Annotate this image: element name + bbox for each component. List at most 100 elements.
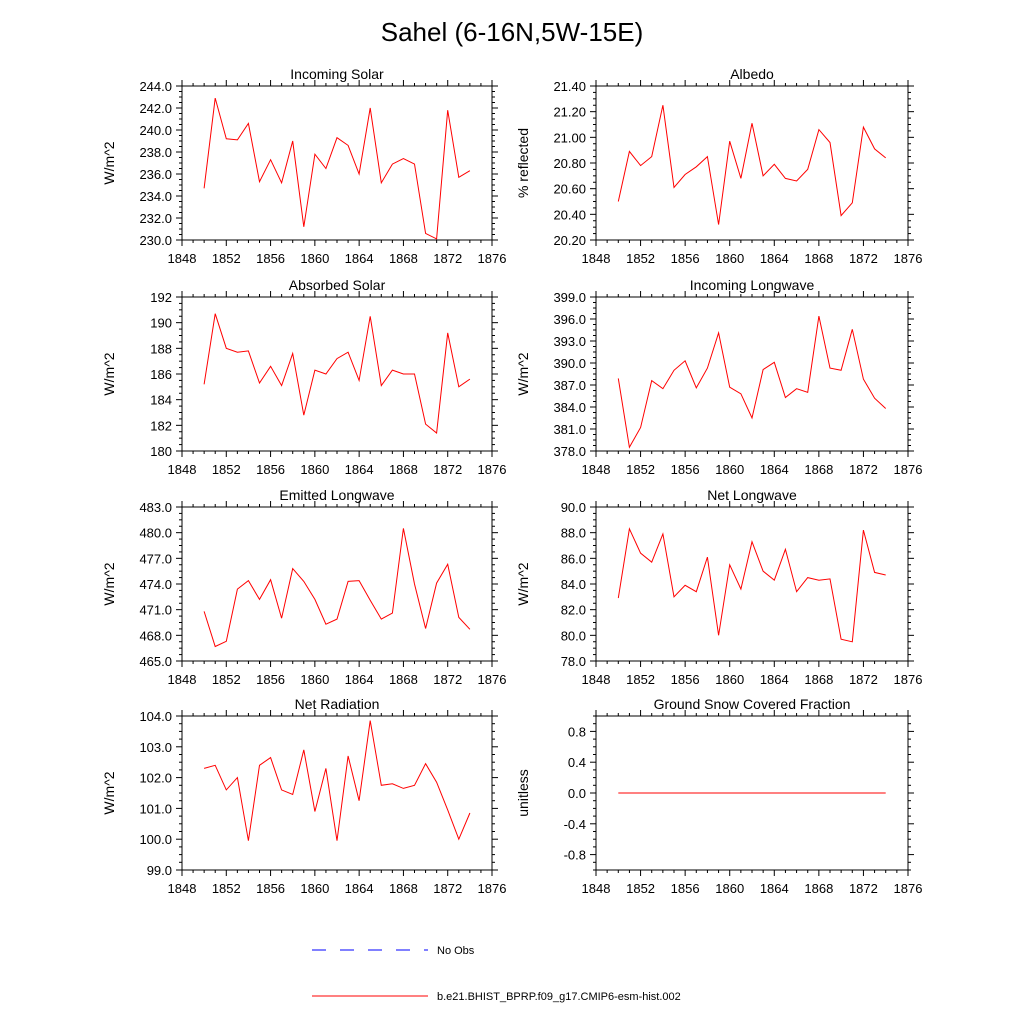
x-tick-label: 1868 bbox=[804, 881, 833, 896]
y-tick-label: 21.20 bbox=[553, 105, 586, 120]
panel-net-longwave: Net Longwave W/m^2 1848 1852 1856 1860 1864 186… bbox=[515, 487, 922, 687]
y-tick-label: 0.0 bbox=[568, 786, 586, 801]
x-tick-label: 1852 bbox=[626, 881, 655, 896]
y-axis-label-absorbed-solar: W/m^2 bbox=[101, 352, 117, 395]
x-tick-label: 1864 bbox=[345, 672, 374, 687]
x-tick-label: 1876 bbox=[894, 462, 923, 477]
x-tick-label: 1876 bbox=[478, 251, 507, 266]
x-tick-label: 1872 bbox=[849, 672, 878, 687]
x-tick-label: 1848 bbox=[582, 672, 611, 687]
y-tick-label: 244.0 bbox=[139, 79, 172, 94]
x-tick-label: 1864 bbox=[760, 672, 789, 687]
x-tick-label: 1872 bbox=[433, 462, 462, 477]
y-tick-label: 236.0 bbox=[139, 167, 172, 182]
x-tick-label: 1848 bbox=[168, 251, 197, 266]
y-tick-label: 0.8 bbox=[568, 724, 586, 739]
y-tick-label: 480.0 bbox=[139, 526, 172, 541]
x-tick-label: 1852 bbox=[212, 462, 241, 477]
x-tick-label: 1856 bbox=[671, 881, 700, 896]
x-tick-label: 1856 bbox=[256, 672, 285, 687]
y-axis-label-net-longwave: W/m^2 bbox=[515, 562, 531, 605]
y-tick-label: 232.0 bbox=[139, 211, 172, 226]
x-tick-label: 1872 bbox=[433, 881, 462, 896]
x-tick-label: 1856 bbox=[256, 881, 285, 896]
y-tick-label: 238.0 bbox=[139, 145, 172, 160]
series-line-incoming-solar bbox=[203, 97, 471, 240]
y-tick-label: 84.0 bbox=[561, 577, 586, 592]
series-line-albedo bbox=[617, 105, 887, 225]
figure-title: Sahel (6-16N,5W-15E) bbox=[381, 17, 644, 47]
x-tick-label: 1856 bbox=[671, 251, 700, 266]
x-tick-label: 1848 bbox=[582, 251, 611, 266]
x-tick-label: 1876 bbox=[478, 881, 507, 896]
x-tick-label: 1860 bbox=[715, 672, 744, 687]
y-tick-label: 21.00 bbox=[553, 130, 586, 145]
y-tick-label: 102.0 bbox=[139, 771, 172, 786]
y-tick-label: 483.0 bbox=[139, 500, 172, 515]
x-tick-label: 1876 bbox=[478, 672, 507, 687]
y-tick-label: 384.0 bbox=[553, 400, 586, 415]
panel-albedo: Albedo % reflected 1848 1852 1856 1860 1864 186… bbox=[515, 66, 922, 266]
y-tick-label: 468.0 bbox=[139, 628, 172, 643]
plot-frame-net-radiation bbox=[181, 715, 493, 871]
y-tick-label: 90.0 bbox=[561, 500, 586, 515]
y-tick-label: 242.0 bbox=[139, 101, 172, 116]
panel-title-incoming-solar: Incoming Solar bbox=[290, 66, 384, 82]
panel-title-emitted-longwave: Emitted Longwave bbox=[279, 487, 394, 503]
y-tick-label: 399.0 bbox=[553, 290, 586, 305]
y-tick-label: 80.0 bbox=[561, 628, 586, 643]
x-tick-label: 1860 bbox=[300, 881, 329, 896]
y-axis-label-net-radiation: W/m^2 bbox=[101, 771, 117, 814]
y-tick-label: 387.0 bbox=[553, 378, 586, 393]
y-axis-label-emitted-longwave: W/m^2 bbox=[101, 562, 117, 605]
x-tick-label: 1852 bbox=[212, 251, 241, 266]
x-tick-label: 1852 bbox=[212, 672, 241, 687]
x-tick-label: 1868 bbox=[389, 462, 418, 477]
panel-title-absorbed-solar: Absorbed Solar bbox=[289, 277, 386, 293]
x-tick-label: 1860 bbox=[300, 251, 329, 266]
series-line-net-radiation bbox=[203, 720, 471, 841]
plot-frame-incoming-longwave bbox=[595, 296, 909, 452]
y-tick-label: 465.0 bbox=[139, 654, 172, 669]
y-tick-label: 0.4 bbox=[568, 755, 586, 770]
y-tick-label: -0.4 bbox=[564, 817, 586, 832]
y-tick-label: 190 bbox=[150, 316, 172, 331]
panel-emitted-longwave: Emitted Longwave W/m^2 1848 1852 1856 1860 186… bbox=[101, 487, 506, 687]
y-tick-label: 86.0 bbox=[561, 551, 586, 566]
panel-title-albedo: Albedo bbox=[730, 66, 774, 82]
y-tick-label: 20.40 bbox=[553, 207, 586, 222]
x-tick-label: 1876 bbox=[478, 462, 507, 477]
x-tick-label: 1856 bbox=[256, 462, 285, 477]
x-tick-label: 1848 bbox=[168, 462, 197, 477]
x-tick-label: 1848 bbox=[582, 881, 611, 896]
series-line-net-longwave bbox=[617, 527, 886, 643]
x-tick-label: 1860 bbox=[715, 462, 744, 477]
panel-incoming-solar: Incoming Solar W/m^2 1848 1852 1856 1860 1864 1… bbox=[101, 66, 506, 266]
x-tick-label: 1864 bbox=[760, 462, 789, 477]
legend-model-label: b.e21.BHIST_BPRP.f09_g17.CMIP6-esm-hist.… bbox=[437, 991, 681, 1003]
x-tick-label: 1868 bbox=[804, 462, 833, 477]
y-tick-label: 103.0 bbox=[139, 740, 172, 755]
panel-ground-snow-covered-fraction: Ground Snow Covered Fraction unitless 1848… bbox=[515, 696, 922, 896]
y-axis-label-albedo: % reflected bbox=[515, 128, 531, 198]
y-tick-label: 104.0 bbox=[139, 709, 172, 724]
y-tick-label: 182 bbox=[150, 418, 172, 433]
y-tick-label: -0.8 bbox=[564, 848, 586, 863]
x-tick-label: 1860 bbox=[300, 672, 329, 687]
panel-title-net-longwave: Net Longwave bbox=[707, 487, 797, 503]
legend: No Obs b.e21.BHIST_BPRP.f09_g17.CMIP6-es… bbox=[312, 945, 681, 1003]
series-line-emitted-longwave bbox=[203, 528, 471, 648]
x-tick-label: 1856 bbox=[256, 251, 285, 266]
x-tick-label: 1868 bbox=[804, 672, 833, 687]
x-tick-label: 1864 bbox=[760, 251, 789, 266]
y-tick-label: 20.60 bbox=[553, 182, 586, 197]
x-tick-label: 1860 bbox=[300, 462, 329, 477]
y-tick-label: 381.0 bbox=[553, 422, 586, 437]
x-tick-label: 1852 bbox=[626, 251, 655, 266]
x-tick-label: 1848 bbox=[582, 462, 611, 477]
series-line-absorbed-solar bbox=[203, 313, 471, 434]
legend-obs-label: No Obs bbox=[437, 945, 475, 957]
y-tick-label: 101.0 bbox=[139, 801, 172, 816]
x-tick-label: 1868 bbox=[389, 251, 418, 266]
